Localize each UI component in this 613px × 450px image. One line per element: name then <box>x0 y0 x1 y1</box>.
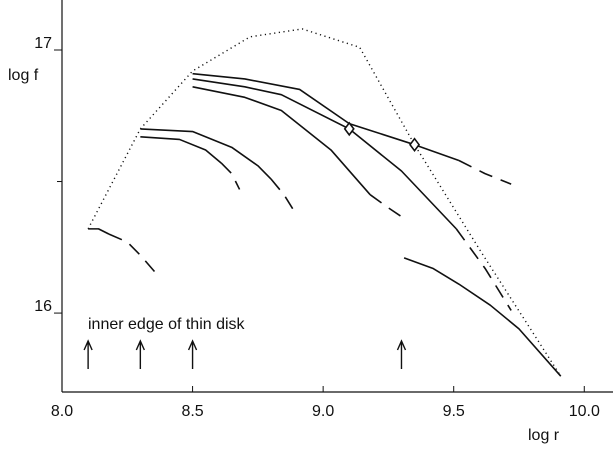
x-tick-label: 8.0 <box>51 403 73 420</box>
diamond-marker <box>343 121 355 137</box>
x-axis-label: log r <box>528 427 560 444</box>
x-tick-label: 10.0 <box>569 403 600 420</box>
x-tick-label: 9.5 <box>443 403 465 420</box>
x-tick-label: 8.5 <box>181 403 203 420</box>
y-tick-label: 16 <box>34 298 52 315</box>
curve <box>192 86 371 196</box>
x-tick-label: 9.0 <box>312 403 334 420</box>
curve <box>458 159 512 185</box>
curve <box>192 78 457 230</box>
curve <box>140 136 222 164</box>
y-tick-label: 17 <box>34 35 52 52</box>
annotation: inner edge of thin disk <box>88 316 246 333</box>
arrow <box>135 339 145 369</box>
curve <box>88 228 110 235</box>
arrow <box>187 339 198 369</box>
arrow <box>83 339 93 369</box>
curve <box>87 28 562 377</box>
arrow <box>396 339 407 369</box>
curve <box>192 72 460 162</box>
curve <box>455 228 512 311</box>
curve <box>108 233 160 277</box>
curve <box>220 162 241 190</box>
curve <box>270 178 298 217</box>
y-axis-label: log f <box>8 67 39 84</box>
curve <box>369 194 405 220</box>
curve <box>140 128 272 180</box>
curve <box>403 257 562 377</box>
diamond-marker <box>409 137 421 153</box>
